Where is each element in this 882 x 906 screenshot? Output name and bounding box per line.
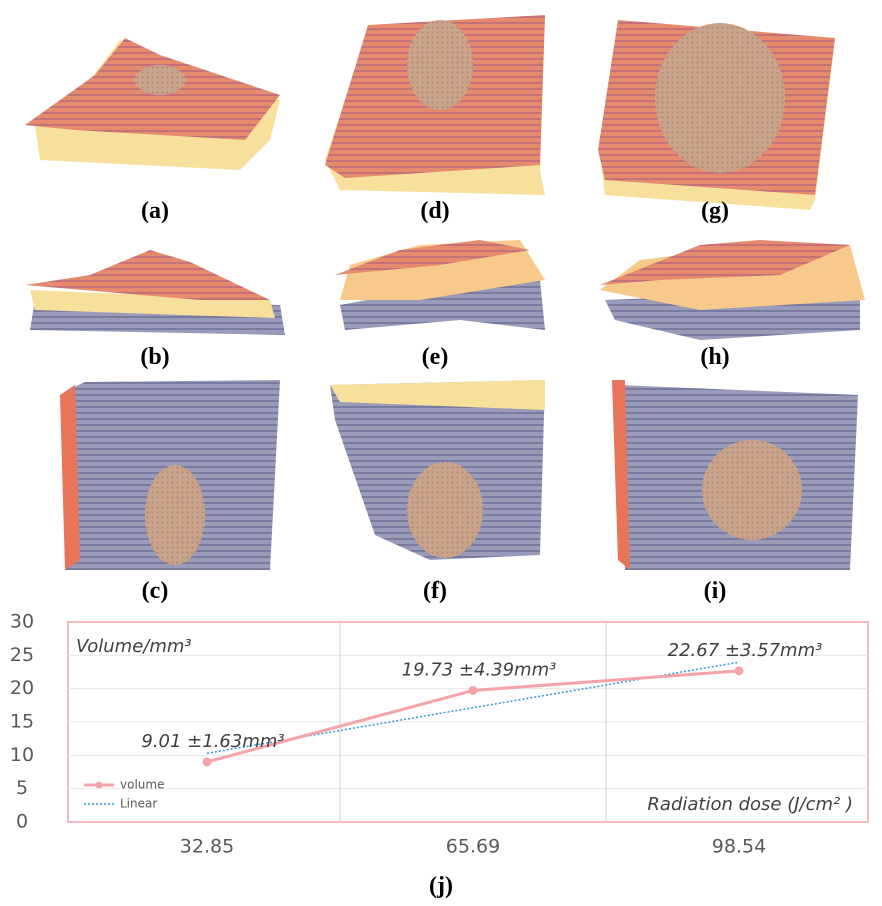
- y-axis-title: Volume/mm³: [76, 636, 192, 657]
- x-tick-label: 65.69: [446, 836, 500, 858]
- value-label: 22.67 ±3.57mm³: [668, 640, 823, 661]
- panel-label: (g): [701, 198, 729, 224]
- lesion: [655, 23, 785, 173]
- x-tick-label: 32.85: [180, 836, 234, 858]
- lesion: [145, 465, 205, 565]
- renderings: [25, 15, 865, 570]
- point: [735, 666, 744, 675]
- lesion: [407, 462, 483, 558]
- panel-label: (h): [700, 344, 729, 370]
- panel-label: (f): [423, 578, 447, 604]
- legend-label: Linear: [120, 797, 157, 811]
- y-tick-label: 20: [10, 677, 34, 699]
- x-tick-label: 98.54: [712, 836, 766, 858]
- lesion: [407, 20, 473, 110]
- lesion: [702, 440, 802, 540]
- panel-label: (e): [422, 344, 449, 370]
- chart-caption: (j): [429, 873, 453, 899]
- x-axis-title: Radiation dose (J/cm² ): [647, 794, 853, 815]
- y-tick-label: 25: [10, 644, 34, 666]
- legend-label: volume: [120, 778, 164, 792]
- panel-label: (a): [141, 198, 169, 224]
- series-line: [207, 671, 739, 762]
- y-tick-label: 30: [10, 611, 34, 633]
- lesion: [135, 65, 185, 95]
- figure: 0 5 10 15 20 25 30 32.85 65.69 98.54 Volume/mm³ Rad…: [0, 0, 882, 906]
- y-tick-label: 10: [10, 744, 34, 766]
- value-label: 9.01 ±1.63mm³: [141, 731, 284, 752]
- panel-label: (d): [420, 198, 449, 224]
- value-label: 19.73 ±4.39mm³: [402, 659, 557, 680]
- legend-marker: [96, 782, 103, 789]
- point: [469, 686, 478, 695]
- point: [203, 757, 212, 766]
- y-tick-label: 15: [10, 711, 34, 733]
- panel-label: (c): [142, 578, 169, 604]
- panel-label: (i): [704, 578, 727, 604]
- y-tick-label: 5: [16, 777, 28, 799]
- panel-label: (b): [140, 344, 169, 370]
- y-tick-label: 0: [16, 811, 28, 833]
